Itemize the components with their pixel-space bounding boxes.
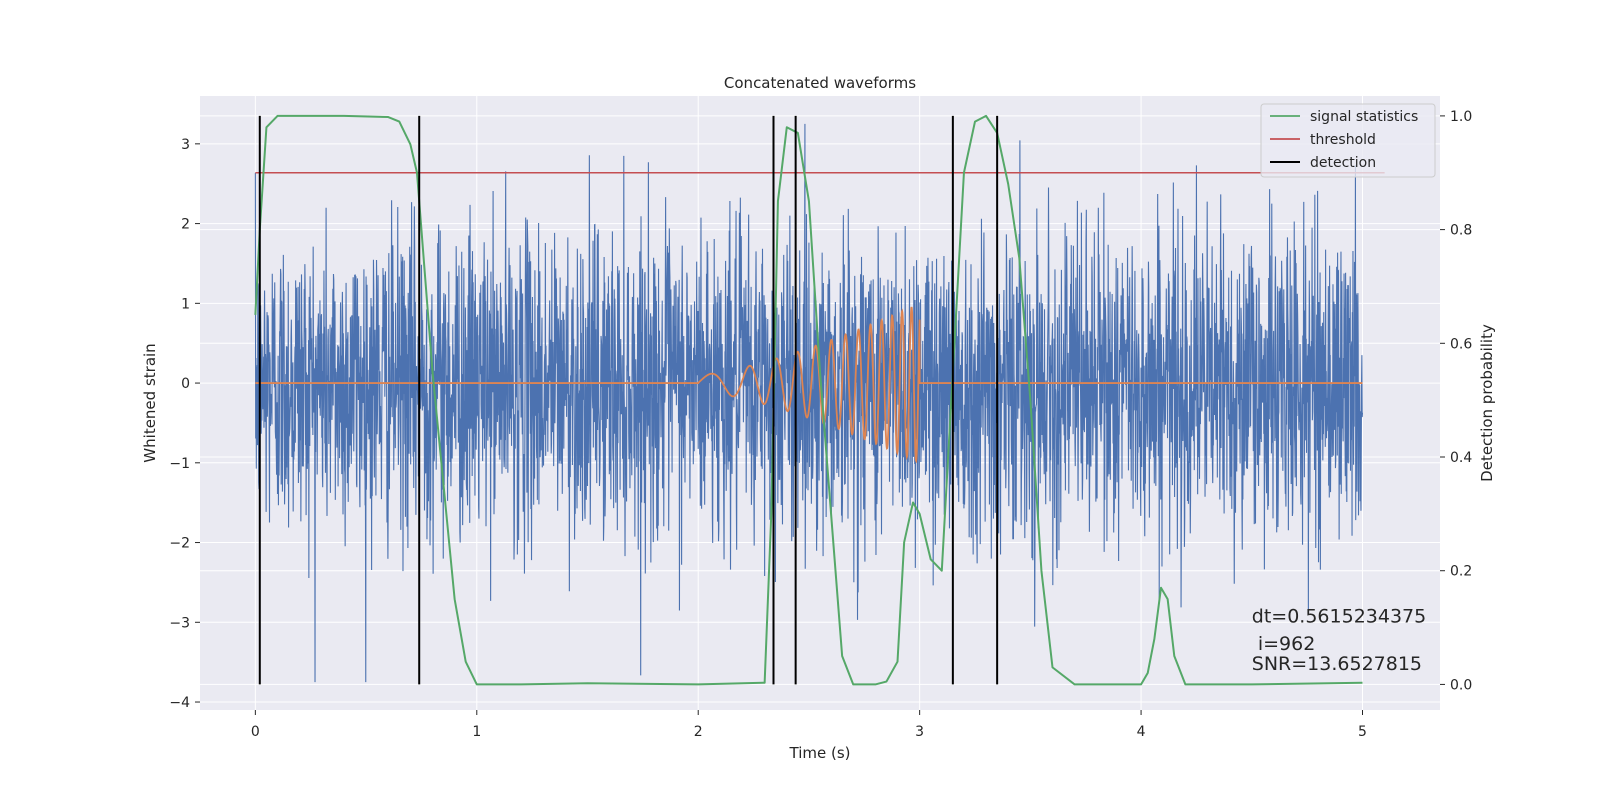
x-tick-label: 5 [1358,724,1367,740]
legend-label-signal-statistics: signal statistics [1310,109,1418,125]
injection-series-line [255,306,1363,464]
x-tick-label: 1 [472,724,481,740]
noise-series-line [254,123,1364,683]
y-tick-label: −1 [169,456,190,472]
y2-axis-label: Detection probability [1478,324,1496,482]
x-tick-label: 4 [1137,724,1146,740]
y-tick-label: −3 [169,615,190,631]
y-tick-label: −2 [169,536,190,552]
y2-tick-label: 1.0 [1450,109,1472,125]
x-tick-label: 3 [915,724,924,740]
data-layer [254,114,1385,686]
legend-label-detection: detection [1310,155,1376,171]
y-axis-label: Whitened strain [141,343,159,462]
y2-tick-label: 0.4 [1450,450,1472,466]
legend-box [1260,103,1436,178]
ticks: 0 1 2 3 4 5 −4 −3 −2 −1 0 1 2 3 0.0 0.2 0.4 0.6 0.8 1.0 [169,109,1472,740]
y2-tick-label: 0.0 [1450,677,1472,693]
x-axis-label: Time (s) [789,744,851,762]
chart-title: Concatenated waveforms [724,74,916,92]
y2-tick-label: 0.8 [1450,223,1472,239]
y2-tick-label: 0.2 [1450,564,1472,580]
legend-label-threshold: threshold [1310,132,1376,148]
y2-tick-label: 0.6 [1450,336,1472,352]
y-tick-label: 0 [181,376,190,392]
y-tick-label: 2 [181,217,190,233]
x-tick-label: 2 [694,724,703,740]
legend: signal statistics threshold detection [1260,103,1436,178]
annotation-2: i=962 [1252,633,1316,655]
y-tick-label: 1 [181,296,190,312]
annotation-1: dt=0.5615234375 [1252,605,1426,627]
x-tick-label: 0 [251,724,260,740]
annotation-3: SNR=13.6527815 [1252,653,1422,675]
y-tick-label: 3 [181,137,190,153]
y-tick-label: −4 [169,695,190,711]
